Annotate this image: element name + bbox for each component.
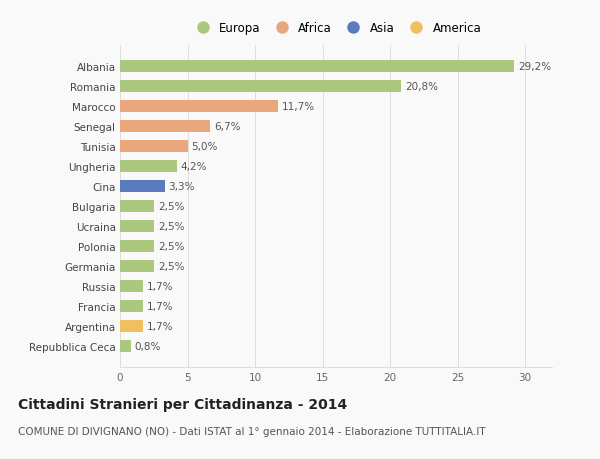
Text: Cittadini Stranieri per Cittadinanza - 2014: Cittadini Stranieri per Cittadinanza - 2… <box>18 397 347 411</box>
Text: COMUNE DI DIVIGNANO (NO) - Dati ISTAT al 1° gennaio 2014 - Elaborazione TUTTITAL: COMUNE DI DIVIGNANO (NO) - Dati ISTAT al… <box>18 426 485 436</box>
Text: 2,5%: 2,5% <box>158 262 184 272</box>
Text: 29,2%: 29,2% <box>518 62 551 72</box>
Text: 3,3%: 3,3% <box>169 182 195 191</box>
Text: 4,2%: 4,2% <box>181 162 207 172</box>
Bar <box>120 280 143 292</box>
Text: 2,5%: 2,5% <box>158 222 184 231</box>
Text: 1,7%: 1,7% <box>147 302 173 312</box>
Bar <box>120 121 211 133</box>
Text: 2,5%: 2,5% <box>158 241 184 252</box>
Bar <box>120 180 164 192</box>
Bar <box>120 101 278 112</box>
Bar <box>120 341 131 353</box>
Text: 11,7%: 11,7% <box>282 101 315 112</box>
Bar <box>120 221 154 233</box>
Text: 2,5%: 2,5% <box>158 202 184 212</box>
Text: 1,7%: 1,7% <box>147 281 173 291</box>
Bar <box>120 140 187 152</box>
Text: 0,8%: 0,8% <box>135 341 161 352</box>
Text: 5,0%: 5,0% <box>191 141 218 151</box>
Bar <box>120 61 514 73</box>
Bar <box>120 261 154 273</box>
Legend: Europa, Africa, Asia, America: Europa, Africa, Asia, America <box>186 17 486 40</box>
Bar <box>120 161 176 173</box>
Bar <box>120 80 401 93</box>
Text: 1,7%: 1,7% <box>147 322 173 331</box>
Bar <box>120 301 143 313</box>
Text: 20,8%: 20,8% <box>405 82 438 91</box>
Bar <box>120 320 143 333</box>
Bar <box>120 201 154 213</box>
Text: 6,7%: 6,7% <box>215 122 241 132</box>
Bar <box>120 241 154 252</box>
